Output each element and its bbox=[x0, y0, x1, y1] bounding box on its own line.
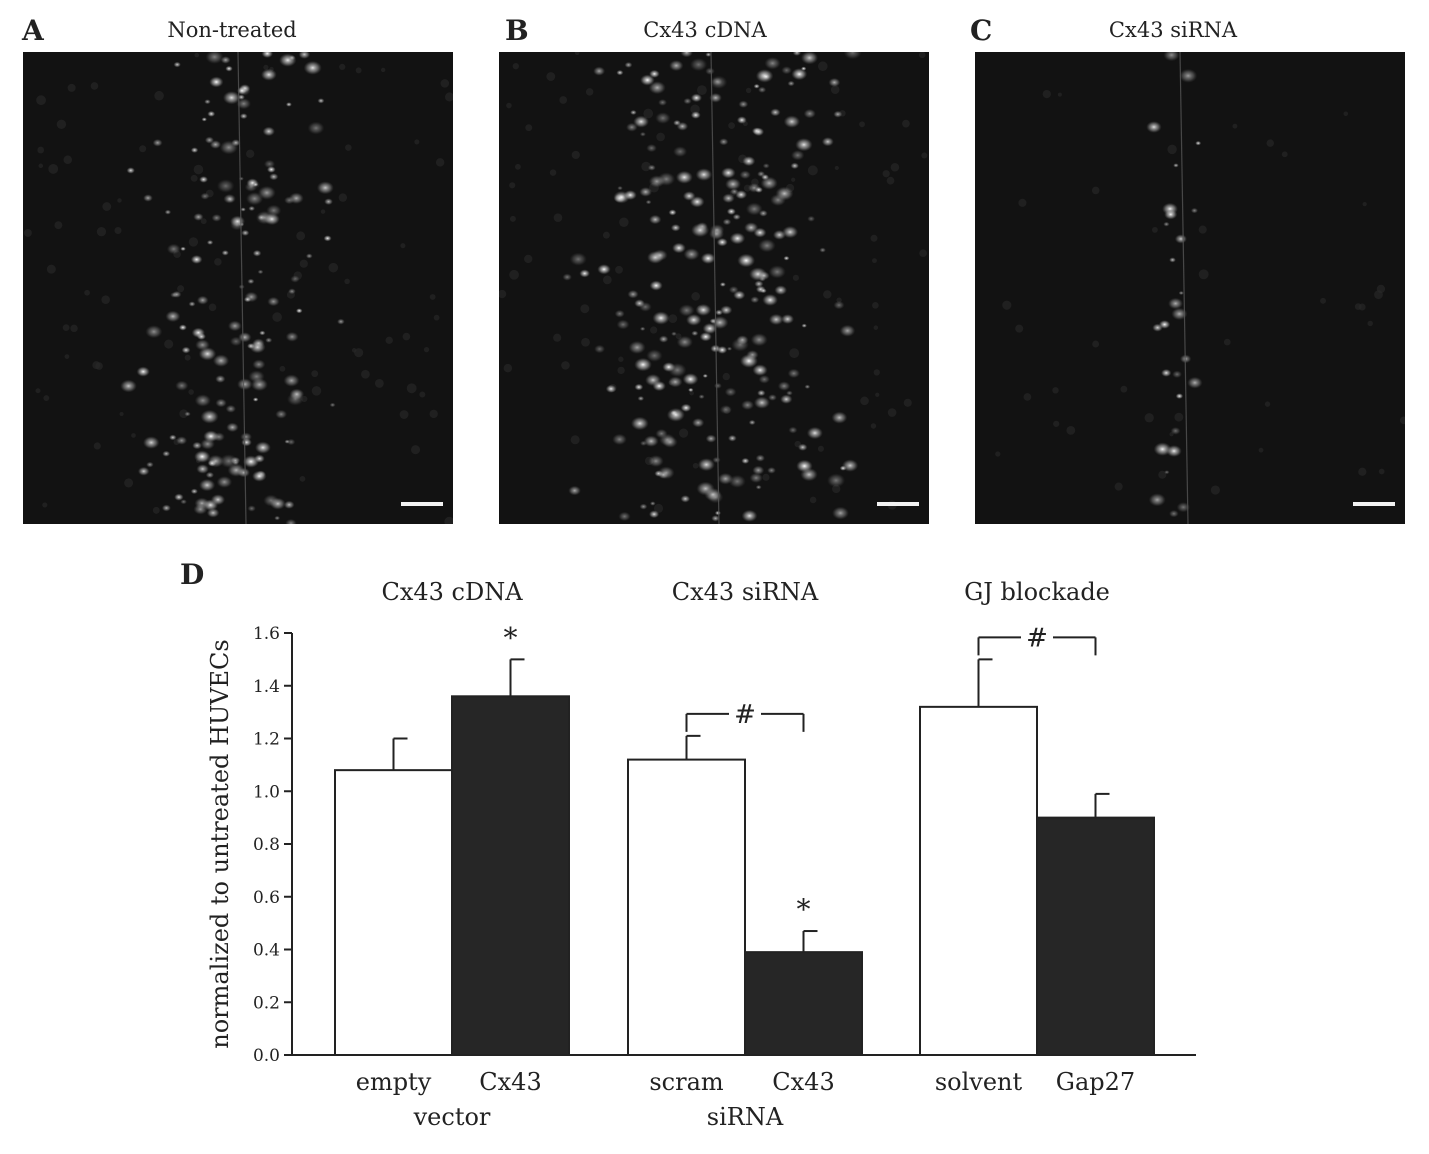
y-tick-label: 1.0 bbox=[253, 782, 280, 802]
bar bbox=[627, 758, 746, 1056]
micrograph-a-image bbox=[23, 52, 453, 524]
bar-chart: 0.0 0.2 0.4 0.6 0.8 1.0 1.2 1.4 1.6 normalized to… bbox=[206, 578, 1196, 1131]
significance-marker: * bbox=[797, 893, 811, 926]
bar bbox=[451, 695, 570, 1057]
x-tick-label: Cx43 bbox=[772, 1068, 834, 1096]
x-tick-label: empty bbox=[356, 1068, 432, 1096]
panel-letter-c: C bbox=[970, 14, 993, 47]
bar bbox=[919, 705, 1038, 1056]
y-tick-label: 1.6 bbox=[253, 624, 280, 644]
bar bbox=[1036, 816, 1155, 1056]
scale-bar bbox=[877, 502, 919, 506]
y-tick-label: 1.4 bbox=[253, 677, 280, 697]
bar bbox=[744, 951, 863, 1057]
bracket-marker: # bbox=[734, 700, 756, 730]
panel-title-b: Cx43 cDNA bbox=[643, 18, 767, 42]
y-axis-label: normalized to untreated HUVECs bbox=[206, 639, 234, 1048]
group-sublabel: siRNA bbox=[707, 1103, 784, 1131]
micrograph-cx43-sirna bbox=[975, 52, 1405, 524]
y-tick-label: 1.2 bbox=[253, 730, 280, 750]
bracket-marker: # bbox=[1026, 623, 1048, 653]
panel-title-a: Non-treated bbox=[167, 18, 297, 42]
y-tick-label: 0.8 bbox=[253, 835, 280, 855]
group-title: Cx43 cDNA bbox=[381, 578, 523, 606]
micrograph-non-treated bbox=[23, 52, 453, 524]
panel-letter-b: B bbox=[505, 14, 529, 47]
y-tick-label: 0.2 bbox=[253, 993, 280, 1013]
panel-letter-a: A bbox=[22, 14, 44, 47]
group-title: GJ blockade bbox=[964, 578, 1110, 606]
group-sublabel: vector bbox=[413, 1103, 491, 1131]
y-tick-label: 0.6 bbox=[253, 888, 280, 908]
y-tick-label: 0.0 bbox=[253, 1046, 280, 1066]
y-tick-label: 0.4 bbox=[253, 941, 280, 961]
x-tick-label: scram bbox=[649, 1068, 724, 1096]
panel-letter-d: D bbox=[180, 558, 205, 591]
scale-bar bbox=[1353, 502, 1395, 506]
x-tick-label: solvent bbox=[935, 1068, 1023, 1096]
group-title: Cx43 siRNA bbox=[672, 578, 819, 606]
bar bbox=[334, 769, 453, 1056]
x-tick-label: Gap27 bbox=[1056, 1068, 1135, 1096]
scale-bar bbox=[401, 502, 443, 506]
micrograph-c-image bbox=[975, 52, 1405, 524]
micrograph-cx43-cdna bbox=[499, 52, 929, 524]
panel-title-c: Cx43 siRNA bbox=[1108, 18, 1238, 42]
x-tick-label: Cx43 bbox=[479, 1068, 541, 1096]
significance-marker: * bbox=[504, 621, 518, 654]
micrograph-b-image bbox=[499, 52, 929, 524]
